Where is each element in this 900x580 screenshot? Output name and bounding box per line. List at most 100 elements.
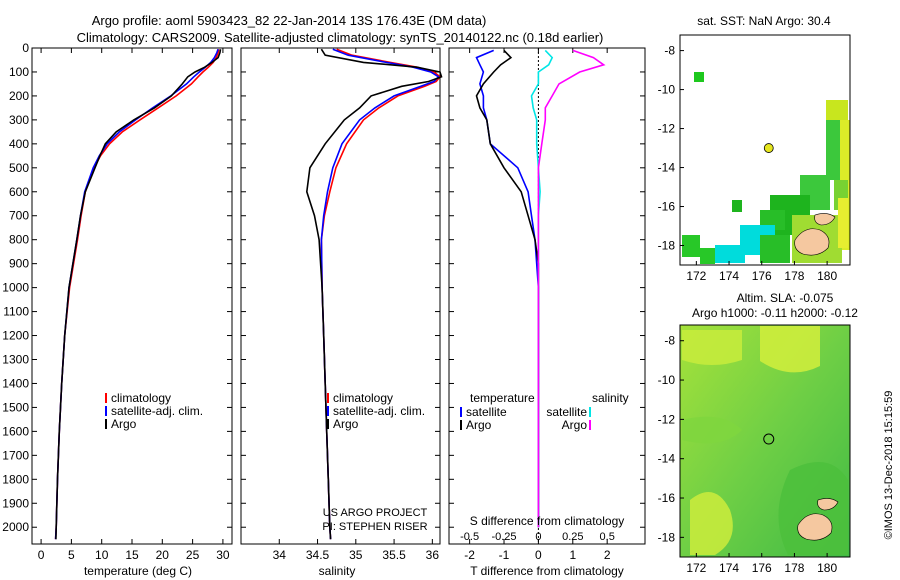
s-tick-label: 0 <box>535 531 541 543</box>
legend-swatch-clim <box>105 393 107 403</box>
depth-tick-label: 900 <box>9 257 29 271</box>
sst-cell <box>826 120 840 180</box>
legend-label: Argo <box>466 418 492 432</box>
legend-title-temperature: temperature <box>470 391 535 405</box>
imos-timestamp: ©IMOS 13-Dec-2018 15:15:59 <box>883 391 895 540</box>
series-line-argo <box>55 49 222 540</box>
legend-swatch-sat <box>327 406 329 416</box>
sla-field-patch <box>760 326 820 373</box>
s-tick-label: -0.5 <box>460 531 479 543</box>
series-line-clim <box>320 48 442 540</box>
x-tick-label: 0 <box>38 548 45 562</box>
salinity-xlabel: salinity <box>319 564 356 578</box>
depth-tick-label: 1700 <box>2 448 29 462</box>
fiji-island-shape <box>794 228 830 256</box>
x-tick-label: 35.5 <box>382 548 406 562</box>
salinity-credit-pi: PI: STEPHEN RISER <box>322 521 427 533</box>
lon-tick-label: 180 <box>817 561 837 575</box>
sst-cell <box>732 200 742 212</box>
lon-tick-label: 180 <box>817 269 837 283</box>
sst-cell <box>700 248 715 264</box>
x-tick-label: 35 <box>349 548 363 562</box>
sla-map-title1: Altim. SLA: -0.075 <box>737 291 834 305</box>
sla-field-patch <box>682 330 742 365</box>
lon-tick-label: 174 <box>719 269 739 283</box>
lat-tick-label: -12 <box>658 122 676 136</box>
depth-tick-label: 1000 <box>2 281 29 295</box>
depth-tick-label: 500 <box>9 161 29 175</box>
difference-s-xlabel: S difference from climatology <box>470 514 625 528</box>
depth-tick-label: 1100 <box>3 305 29 319</box>
lat-tick-label: -12 <box>658 412 676 426</box>
lat-tick-label: -16 <box>658 200 676 214</box>
series-line-argoS <box>537 49 606 528</box>
temperature-xlabel: temperature (deg C) <box>84 564 192 578</box>
lat-tick-label: -14 <box>658 161 676 175</box>
series-line-argo <box>305 48 443 540</box>
legend-label: Argo <box>333 417 359 431</box>
salinity-panel: 34 34.5 35 35.5 36 climatologysatellite-adj.… <box>240 47 443 578</box>
legend-label: climatology <box>333 391 393 405</box>
sla-map-panel: Altim. SLA: -0.075 Argo h1000: -0.11 h20… <box>658 291 859 575</box>
sst-cell <box>826 100 848 120</box>
legend-label: satellite <box>546 405 587 419</box>
depth-tick-label: 1600 <box>2 424 29 438</box>
temperature-panel: 0100200300400500600700800900100011001200… <box>2 41 233 578</box>
legend-swatch-clim <box>327 393 329 403</box>
depth-tick-label: 1500 <box>2 400 29 414</box>
sla-map-title2: Argo h1000: -0.11 h2000: -0.12 <box>692 306 858 320</box>
difference-panel: -2 -1 0 1 2 -0.5 -0.25 0 0.25 0.5 temperature sali… <box>448 47 646 578</box>
x-tick-label: 2 <box>604 548 611 562</box>
lon-tick-label: 174 <box>719 561 739 575</box>
argo-position-marker <box>763 143 774 153</box>
depth-tick-label: 0 <box>22 41 29 55</box>
title-line1: Argo profile: aoml 5903423_82 22-Jan-201… <box>92 13 487 28</box>
s-tick-label: 0.5 <box>600 531 615 543</box>
lat-tick-label: -8 <box>664 334 675 348</box>
x-tick-label: 30 <box>216 548 230 562</box>
argo-position-marker <box>763 433 775 445</box>
lat-tick-label: -10 <box>658 373 676 387</box>
series-line-argo <box>475 49 540 528</box>
x-tick-label: 36 <box>426 548 440 562</box>
x-tick-label: 34 <box>273 548 287 562</box>
depth-tick-label: 1800 <box>2 472 29 486</box>
depth-tick-label: 800 <box>9 233 29 247</box>
lat-tick-label: -8 <box>664 44 675 58</box>
difference-xlabel: T difference from climatology <box>470 564 624 578</box>
legend-swatch-argo <box>460 420 462 430</box>
sst-cell <box>715 245 745 263</box>
series-line-clim <box>54 49 220 540</box>
sst-map-panel: sat. SST: NaN Argo: 30.4 -8 -10 -12 -14 -16 -… <box>658 14 851 283</box>
sla-map-frame <box>679 324 851 558</box>
depth-tick-label: 700 <box>9 209 29 223</box>
sla-field-patch <box>778 462 848 555</box>
lat-tick-label: -14 <box>658 452 676 466</box>
depth-tick-label: 2000 <box>2 520 29 534</box>
series-line-sat <box>475 49 540 528</box>
vanua-levu-island-shape <box>814 213 836 226</box>
depth-tick-label: 1300 <box>2 352 29 366</box>
lon-tick-label: 172 <box>686 561 706 575</box>
legend-label: satellite-adj. clim. <box>333 404 425 418</box>
legend-label: Argo <box>562 418 588 432</box>
depth-tick-label: 1200 <box>2 329 29 343</box>
depth-tick-label: 1400 <box>2 376 29 390</box>
legend-swatch-argo <box>105 419 107 429</box>
difference-axes-frame <box>448 47 646 545</box>
x-tick-label: 25 <box>186 548 200 562</box>
legend-swatch-sat <box>105 406 107 416</box>
sla-field-patch <box>690 492 733 555</box>
lon-tick-label: 176 <box>752 269 772 283</box>
x-tick-label: 15 <box>125 548 139 562</box>
x-tick-label: 5 <box>68 548 75 562</box>
lon-tick-label: 178 <box>784 269 804 283</box>
depth-tick-label: 200 <box>9 89 29 103</box>
lat-tick-label: -16 <box>658 491 676 505</box>
fiji-island-shape <box>797 513 833 541</box>
x-tick-label: 1 <box>569 548 576 562</box>
sst-cell <box>694 72 704 82</box>
depth-tick-label: 600 <box>9 185 29 199</box>
legend-label: satellite <box>466 405 507 419</box>
sst-cell <box>760 235 790 263</box>
